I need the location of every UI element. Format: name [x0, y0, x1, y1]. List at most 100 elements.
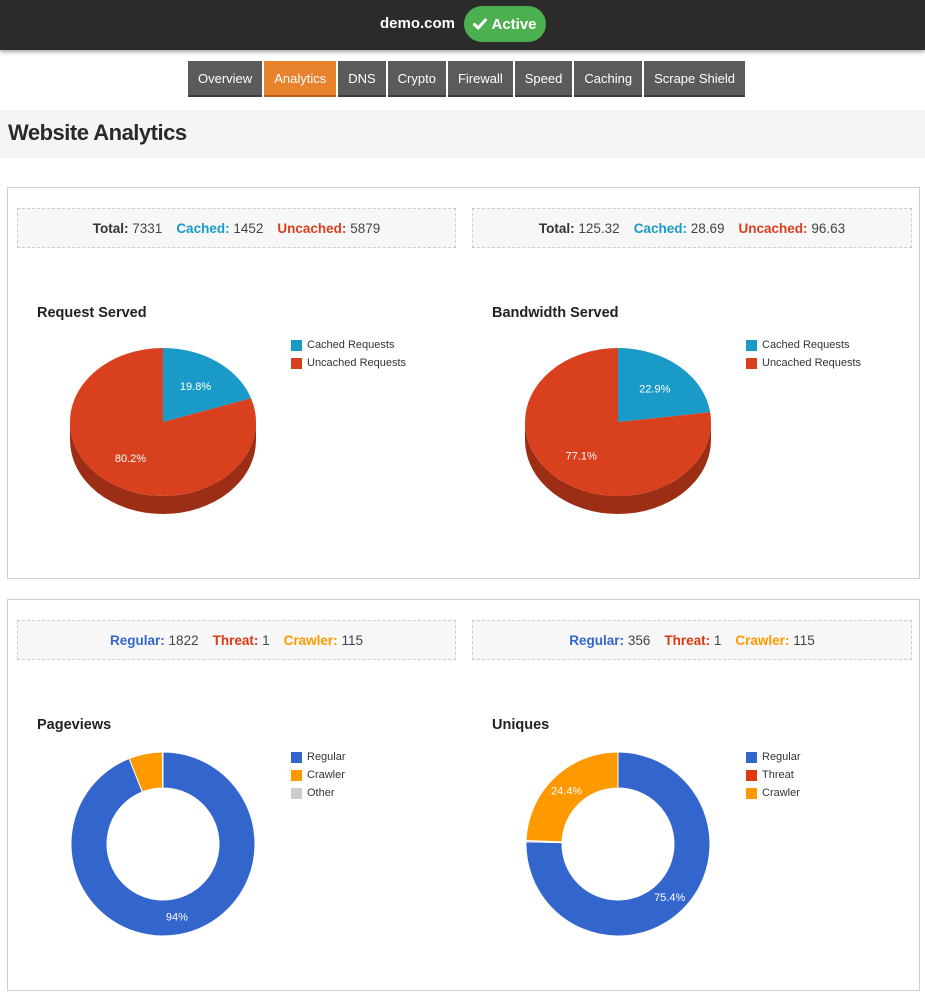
crawler-value: 115	[341, 632, 363, 648]
donut-segment[interactable]	[525, 751, 619, 843]
pageviews-donut-chart: 94%	[70, 751, 256, 937]
tab-speed[interactable]: Speed	[514, 61, 573, 97]
top-bar: demo.com Active	[0, 0, 925, 50]
tab-analytics[interactable]: Analytics	[264, 61, 337, 97]
legend-swatch	[291, 751, 302, 763]
pie-slice[interactable]	[70, 348, 256, 496]
traffic-panel: Total: 7331 Cached: 1452 Uncached: 5879 …	[7, 187, 920, 579]
cached-value: 1452	[233, 220, 264, 236]
bandwidth-pie-chart: 22.9% 77.1%	[525, 348, 711, 514]
total-value: 125.32	[578, 220, 620, 236]
status-label: Active	[491, 15, 537, 33]
pie-slice-side	[70, 422, 256, 514]
legend-item[interactable]: Threat	[746, 766, 801, 784]
legend-item[interactable]: Regular	[291, 748, 346, 766]
legend-swatch	[746, 787, 757, 799]
legend-item[interactable]: Cached Requests	[746, 336, 861, 354]
legend-item[interactable]: Crawler	[746, 784, 801, 802]
donut-segment-label: 94%	[166, 912, 188, 924]
uniques-chart: 75.4% 24.4% Uniques Regular Threat Crawle…	[463, 680, 903, 980]
legend-item[interactable]: Uncached Requests	[746, 354, 861, 372]
requests-pie-chart: 19.8% 80.2%	[70, 348, 256, 514]
chart-legend: Cached Requests Uncached Requests	[291, 336, 406, 372]
chart-title: Pageviews	[37, 717, 112, 733]
requests-stats: Total: 7331 Cached: 1452 Uncached: 5879	[17, 208, 456, 248]
tab-overview[interactable]: Overview	[188, 61, 263, 97]
threat-label: Threat:	[212, 632, 259, 648]
tab-firewall[interactable]: Firewall	[447, 61, 513, 97]
pie-slice-side	[525, 422, 711, 514]
uncached-value: 96.63	[811, 220, 846, 236]
checkmark-icon	[473, 18, 488, 30]
pie-slice-label: 22.9%	[639, 384, 670, 396]
legend-swatch	[746, 769, 757, 781]
chart-legend: Regular Threat Crawler	[746, 748, 801, 802]
tab-bar: Overview Analytics DNS Crypto Firewall S…	[188, 61, 746, 97]
legend-label: Regular	[762, 751, 801, 763]
chart-legend: Regular Crawler Other	[291, 748, 346, 802]
requests-chart: 19.8% 80.2% Request Served Cached Request…	[8, 268, 448, 568]
legend-label: Other	[307, 787, 335, 799]
total-label: Total:	[538, 220, 575, 236]
tab-scrape-shield[interactable]: Scrape Shield	[644, 61, 746, 97]
threat-label: Threat:	[664, 632, 711, 648]
threat-value: 1	[713, 632, 722, 648]
donut-segment[interactable]	[70, 751, 256, 937]
threat-value: 1	[262, 632, 270, 648]
domain-name: demo.com	[380, 15, 456, 32]
pageviews-chart: 94% Pageviews Regular Crawler Other	[8, 680, 448, 980]
pie-slice[interactable]	[163, 348, 252, 422]
tab-caching[interactable]: Caching	[574, 61, 643, 97]
legend-swatch	[746, 357, 757, 369]
donut-segment[interactable]	[161, 751, 164, 789]
legend-swatch	[291, 769, 302, 781]
legend-label: Regular	[307, 751, 346, 763]
regular-value: 1822	[168, 632, 199, 648]
crawler-label: Crawler:	[283, 632, 338, 648]
chart-title: Bandwidth Served	[492, 305, 619, 321]
title-bar: Website Analytics	[0, 110, 925, 158]
total-value: 7331	[132, 220, 163, 236]
legend-swatch	[746, 751, 757, 763]
legend-item[interactable]: Uncached Requests	[291, 354, 406, 372]
pageviews-stats: Regular: 1822 Threat: 1 Crawler: 115	[17, 620, 456, 660]
bandwidth-stats: Total: 125.32 Cached: 28.69 Uncached: 96…	[472, 208, 912, 248]
uncached-label: Uncached:	[277, 220, 347, 236]
donut-segment[interactable]	[525, 751, 711, 937]
uncached-label: Uncached:	[738, 220, 808, 236]
total-label: Total:	[92, 220, 129, 236]
pie-slice-label: 80.2%	[115, 453, 146, 465]
legend-label: Crawler	[762, 787, 800, 799]
legend-swatch	[746, 339, 757, 351]
uniques-stats: Regular: 356 Threat: 1 Crawler: 115	[472, 620, 912, 660]
status-badge[interactable]: Active	[464, 6, 546, 42]
legend-item[interactable]: Crawler	[291, 766, 346, 784]
pie-slice[interactable]	[618, 348, 711, 422]
uncached-value: 5879	[350, 220, 381, 236]
legend-label: Uncached Requests	[762, 357, 862, 369]
tab-dns[interactable]: DNS	[338, 61, 386, 97]
legend-label: Threat	[762, 769, 794, 781]
uniques-donut-chart: 75.4% 24.4%	[525, 751, 711, 937]
donut-segment-label: 75.4%	[654, 892, 685, 904]
crawler-label: Crawler:	[735, 632, 790, 648]
legend-item[interactable]: Other	[291, 784, 346, 802]
legend-item[interactable]: Cached Requests	[291, 336, 406, 354]
legend-item[interactable]: Regular	[746, 748, 801, 766]
page-title: Website Analytics	[8, 120, 187, 145]
donut-segment-label: 24.4%	[551, 786, 582, 798]
legend-swatch	[291, 339, 302, 351]
tab-crypto[interactable]: Crypto	[387, 61, 446, 97]
legend-label: Cached Requests	[307, 339, 395, 351]
chart-title: Request Served	[37, 305, 147, 321]
legend-label: Uncached Requests	[307, 357, 407, 369]
bandwidth-chart: 22.9% 77.1% Bandwidth Served Cached Reque…	[463, 268, 903, 568]
visitors-panel: Regular: 1822 Threat: 1 Crawler: 115 Reg…	[7, 599, 920, 991]
regular-label: Regular:	[110, 632, 165, 648]
pie-slice-label: 77.1%	[566, 450, 597, 462]
cached-value: 28.69	[690, 220, 725, 236]
legend-label: Crawler	[307, 769, 345, 781]
legend-swatch	[291, 787, 302, 799]
pie-slice[interactable]	[525, 348, 711, 496]
regular-value: 356	[627, 632, 651, 648]
